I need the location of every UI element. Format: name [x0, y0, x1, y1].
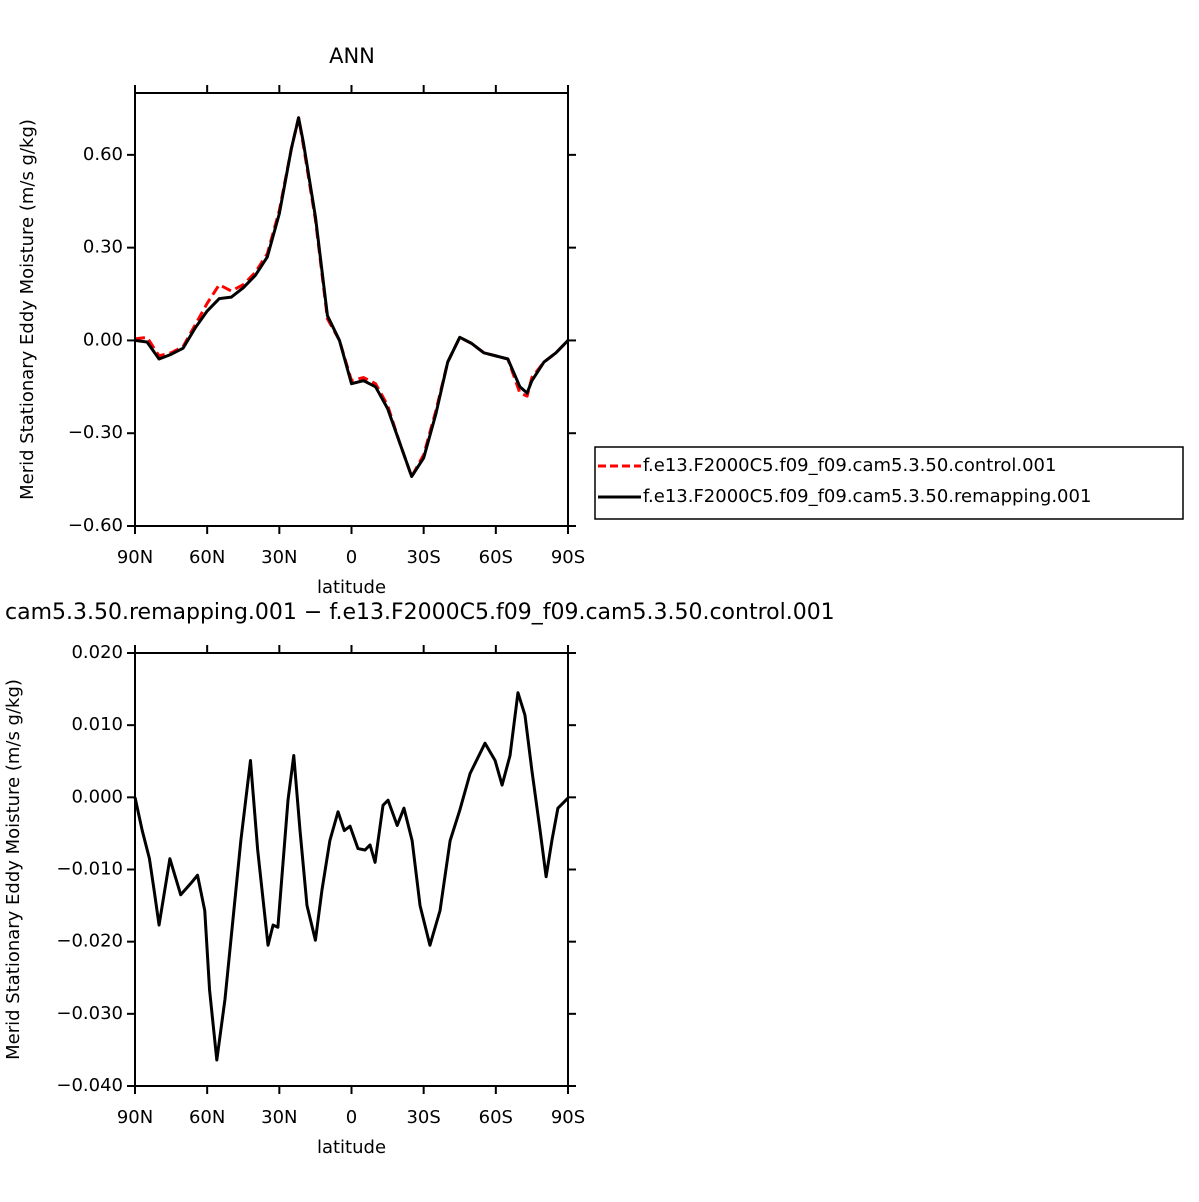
y-axis-label: Merid Stationary Eddy Moisture (m/s g/kg…	[3, 679, 24, 1060]
legend-box	[594, 446, 1184, 520]
plot-frame	[134, 92, 569, 527]
y-tick-label: −0.030	[56, 1003, 123, 1024]
x-axis-label: latitude	[317, 577, 386, 598]
x-tick-label: 60N	[189, 1107, 225, 1128]
y-tick-label: 0.000	[71, 786, 123, 807]
y-tick-label: −0.30	[68, 422, 123, 443]
x-tick-label: 90S	[551, 1107, 585, 1128]
y-tick-label: 0.00	[83, 329, 123, 350]
x-tick-label: 30N	[261, 1107, 297, 1128]
y-tick-label: −0.60	[68, 515, 123, 536]
x-tick-label: 30N	[261, 547, 297, 568]
x-tick-label: 60S	[479, 547, 513, 568]
y-tick-label: 0.60	[83, 144, 123, 165]
series-line	[134, 116, 570, 479]
x-tick-label: 30S	[406, 1107, 440, 1128]
y-tick-label: −0.020	[56, 931, 123, 952]
x-tick-label: 30S	[406, 547, 440, 568]
x-tick-label: 90N	[117, 547, 153, 568]
legend-label: f.e13.F2000C5.f09_f09.cam5.3.50.remappin…	[643, 486, 1091, 507]
y-tick-label: −0.010	[56, 859, 123, 880]
x-tick-label: 60S	[479, 1107, 513, 1128]
legend-label: f.e13.F2000C5.f09_f09.cam5.3.50.control.…	[643, 455, 1056, 476]
series-line	[133, 691, 570, 1062]
y-tick-label: 0.020	[71, 642, 123, 663]
chart-title: ANN	[329, 44, 375, 68]
y-tick-label: 0.30	[83, 237, 123, 258]
y-tick-label: −0.040	[56, 1075, 123, 1096]
x-tick-label: 0	[346, 1107, 357, 1128]
x-tick-label: 90S	[551, 547, 585, 568]
y-tick-label: 0.010	[71, 714, 123, 735]
y-axis-label: Merid Stationary Eddy Moisture (m/s g/kg…	[17, 119, 38, 500]
chart-title: cam5.3.50.remapping.001 − f.e13.F2000C5.…	[5, 600, 835, 625]
plot-frame	[134, 652, 569, 1087]
x-tick-label: 90N	[117, 1107, 153, 1128]
series-line	[134, 116, 570, 479]
x-axis-label: latitude	[317, 1137, 386, 1158]
x-tick-label: 0	[346, 547, 357, 568]
x-tick-label: 60N	[189, 547, 225, 568]
